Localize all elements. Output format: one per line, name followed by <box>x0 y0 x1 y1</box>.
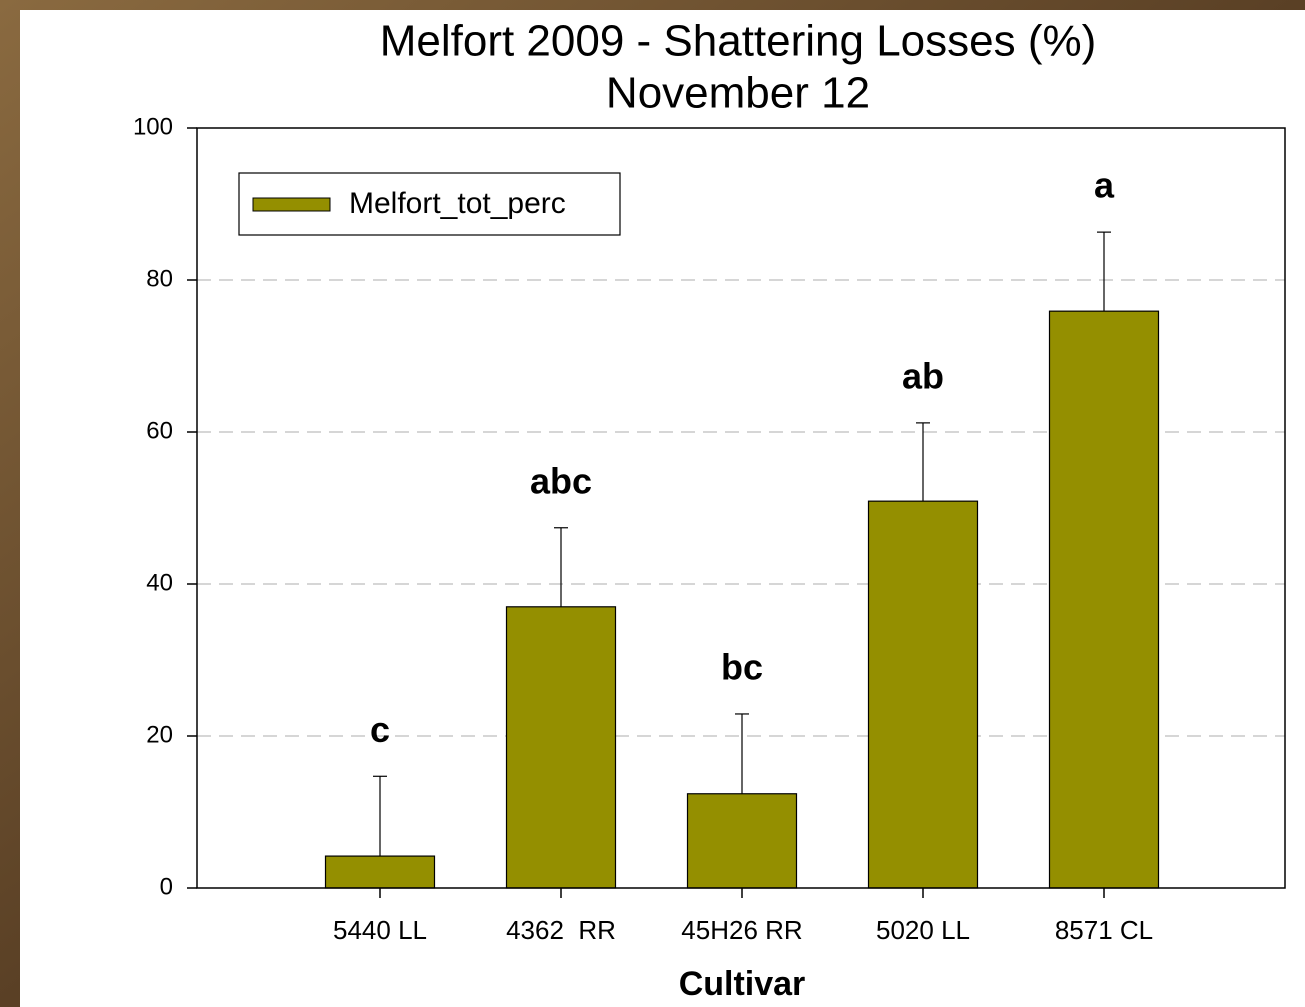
chart-title: Melfort 2009 - Shattering Losses (%) <box>380 17 1097 66</box>
legend-swatch <box>252 197 331 212</box>
bar <box>1048 310 1160 889</box>
bar <box>686 793 798 889</box>
significance-letter: bc <box>721 646 763 687</box>
x-tick-label: 45H26 RR <box>681 915 802 945</box>
bar <box>505 606 617 889</box>
y-tick-label: 0 <box>160 873 173 900</box>
chart-subtitle: November 12 <box>606 69 870 118</box>
significance-letter: c <box>370 709 390 750</box>
x-tick-label: 4362 RR <box>506 915 616 945</box>
bar <box>867 500 979 889</box>
y-tick-label: 60 <box>146 417 173 444</box>
bar <box>324 855 436 889</box>
y-tick-label: 40 <box>146 569 173 596</box>
significance-letter: abc <box>530 460 592 501</box>
legend-label: Melfort_tot_perc <box>349 187 566 220</box>
x-tick-label: 5020 LL <box>876 915 970 945</box>
x-axis-label: Cultivar <box>679 965 806 1003</box>
y-tick-label: 80 <box>146 265 173 292</box>
x-tick-label: 8571 CL <box>1055 915 1153 945</box>
plot-frame <box>196 127 1286 889</box>
significance-letter: ab <box>902 355 944 396</box>
x-tick-label: 5440 LL <box>333 915 427 945</box>
y-tick-label: 100 <box>133 113 173 140</box>
significance-letter: a <box>1094 165 1115 206</box>
y-tick-label: 20 <box>146 721 173 748</box>
